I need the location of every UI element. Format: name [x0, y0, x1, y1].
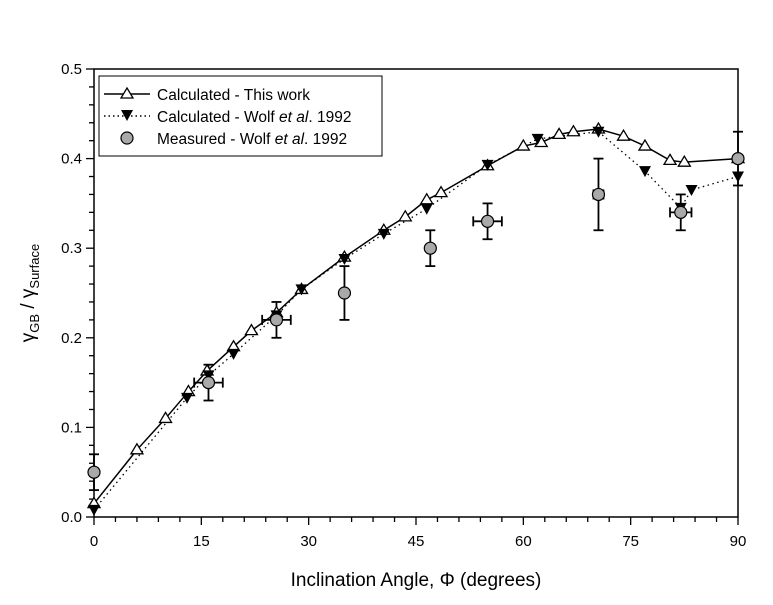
- point-this-work: [616, 128, 631, 141]
- y-label-sub1: GB: [27, 314, 42, 333]
- marks: [86, 121, 746, 516]
- point-wolf-calculated: [420, 203, 433, 215]
- series-line-wolf-calculated: [93, 131, 739, 511]
- x-tick-label: 45: [408, 533, 425, 550]
- point-wolf-calculated: [481, 159, 494, 171]
- point-this-work: [419, 192, 434, 205]
- y-label-sub2: Surface: [27, 244, 42, 289]
- series-line-this-work: [93, 128, 739, 505]
- point-wolf-calculated: [227, 348, 240, 360]
- point-wolf-calculated: [338, 253, 351, 265]
- point-wolf-calculated: [592, 126, 605, 138]
- point-this-work: [551, 127, 567, 140]
- point-this-work: [433, 185, 449, 198]
- point-wolf-calculated: [88, 504, 100, 516]
- y-axis-label: γGB / γSurface: [18, 244, 42, 342]
- y-tick-label: 0.0: [61, 509, 82, 526]
- point-this-work: [516, 138, 531, 151]
- point-this-work: [662, 153, 678, 166]
- point-measured: [87, 465, 101, 479]
- point-measured: [591, 187, 606, 202]
- y-tick-label: 0.4: [61, 151, 82, 168]
- point-measured: [423, 241, 437, 255]
- legend-triangle-up-icon: [119, 86, 135, 99]
- point-this-work: [566, 124, 581, 137]
- point-wolf-calculated: [531, 133, 544, 145]
- legend-circle-icon: [120, 131, 134, 145]
- point-measured: [674, 205, 688, 219]
- legend-label-0: Calculated - This work: [157, 87, 310, 104]
- axes: 0 15 30 45 60 75 90 0.0 0.1 0.2 0.3 0.4 0.5: [61, 61, 746, 550]
- x-tick-label: 0: [90, 533, 98, 550]
- point-wolf-calculated: [295, 284, 308, 296]
- point-this-work: [244, 323, 259, 336]
- x-tick-label: 90: [730, 533, 747, 550]
- point-this-work: [158, 411, 173, 424]
- legend-label-1: Calculated - Wolf et al. 1992: [157, 109, 351, 126]
- x-tick-label: 60: [515, 533, 532, 550]
- point-wolf-calculated: [377, 228, 390, 240]
- point-measured: [337, 286, 352, 300]
- point-this-work: [637, 138, 653, 151]
- x-axis-label: Inclination Angle, Φ (degrees): [291, 570, 542, 591]
- y-label-main: γ: [18, 332, 39, 342]
- y-tick-label: 0.5: [61, 61, 82, 78]
- x-tick-label: 75: [622, 533, 639, 550]
- y-label-sep: / γ: [18, 288, 39, 314]
- point-wolf-calculated: [181, 392, 194, 404]
- point-measured: [269, 313, 284, 327]
- x-tick-label: 15: [193, 533, 210, 550]
- point-wolf-calculated: [638, 166, 651, 178]
- point-wolf-calculated: [685, 184, 698, 196]
- point-this-work: [398, 209, 413, 222]
- point-this-work: [677, 154, 692, 167]
- legend: Calculated - This work Calculated - Wolf…: [98, 75, 383, 157]
- point-wolf-calculated: [202, 370, 215, 382]
- legend-triangle-down-icon: [121, 110, 133, 121]
- legend-label-2: Measured - Wolf et al. 1992: [157, 131, 347, 148]
- x-tick-label: 30: [300, 533, 317, 550]
- y-tick-label: 0.2: [61, 330, 82, 347]
- point-measured: [731, 152, 745, 166]
- y-tick-label: 0.3: [61, 240, 82, 257]
- y-tick-label: 0.1: [61, 419, 82, 436]
- point-measured: [480, 214, 495, 228]
- point-this-work: [129, 442, 145, 455]
- point-wolf-calculated: [732, 171, 744, 183]
- point-measured: [201, 376, 216, 390]
